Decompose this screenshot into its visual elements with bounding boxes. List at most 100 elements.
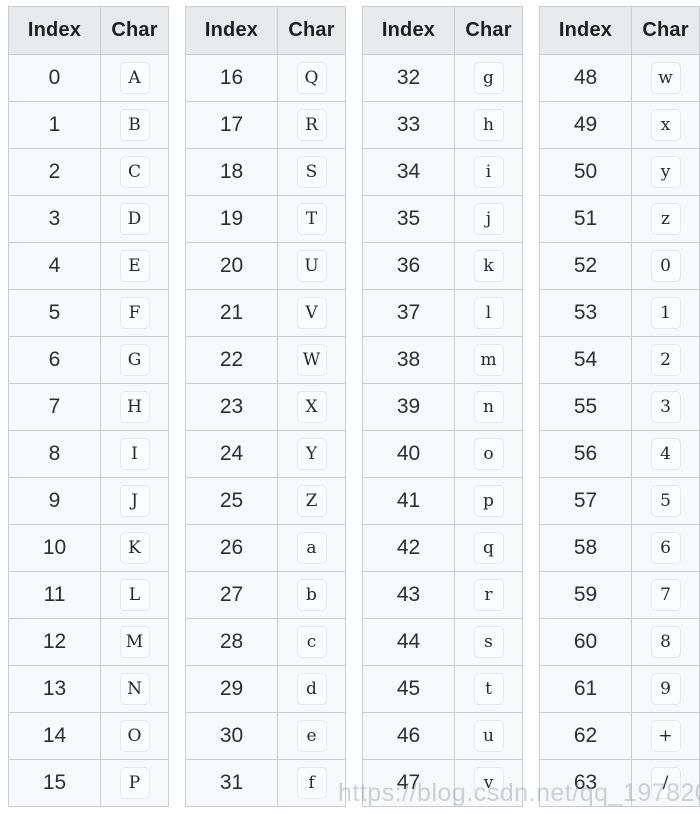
cell-char: U <box>277 242 346 290</box>
cell-char: a <box>277 524 346 572</box>
table-row: 54 2 <box>539 336 700 384</box>
cell-char: F <box>100 289 169 337</box>
cell-index: 46 <box>362 712 455 760</box>
cell-index: 14 <box>8 712 101 760</box>
cell-index: 47 <box>362 759 455 807</box>
table-row: 42 q <box>362 524 523 572</box>
cell-index: 57 <box>539 477 632 525</box>
table-row: 52 0 <box>539 242 700 290</box>
char-chip: T <box>296 203 327 235</box>
cell-index: 9 <box>8 477 101 525</box>
char-chip: i <box>473 156 504 188</box>
cell-char: B <box>100 101 169 149</box>
cell-index: 40 <box>362 430 455 478</box>
cell-char: o <box>454 430 523 478</box>
char-chip: R <box>296 109 327 141</box>
cell-char: K <box>100 524 169 572</box>
cell-index: 44 <box>362 618 455 666</box>
cell-index: 16 <box>185 54 278 102</box>
table-gap <box>169 6 185 7</box>
table-row: 17 R <box>185 101 346 149</box>
cell-char: V <box>277 289 346 337</box>
table-row: 59 7 <box>539 571 700 619</box>
cell-index: 31 <box>185 759 278 807</box>
cell-index: 29 <box>185 665 278 713</box>
table-row: 14 O <box>8 712 169 760</box>
char-chip: u <box>473 720 504 752</box>
cell-index: 24 <box>185 430 278 478</box>
char-chip: l <box>473 297 504 329</box>
table-row: 34 i <box>362 148 523 196</box>
table-row: 38 m <box>362 336 523 384</box>
char-chip: n <box>473 391 504 423</box>
char-chip: e <box>296 720 327 752</box>
char-chip: a <box>296 532 327 564</box>
cell-index: 12 <box>8 618 101 666</box>
cell-char: W <box>277 336 346 384</box>
char-chip: J <box>119 485 150 517</box>
cell-char: y <box>631 148 700 196</box>
cell-index: 0 <box>8 54 101 102</box>
cell-char: M <box>100 618 169 666</box>
char-chip: 0 <box>650 250 681 282</box>
cell-index: 41 <box>362 477 455 525</box>
cell-index: 11 <box>8 571 101 619</box>
cell-char: 0 <box>631 242 700 290</box>
cell-index: 4 <box>8 242 101 290</box>
table-row: 49 x <box>539 101 700 149</box>
table-row: 40 o <box>362 430 523 478</box>
cell-char: 8 <box>631 618 700 666</box>
char-chip: / <box>650 767 681 799</box>
char-chip: f <box>296 767 327 799</box>
cell-index: 20 <box>185 242 278 290</box>
cell-index: 10 <box>8 524 101 572</box>
cell-char: f <box>277 759 346 807</box>
char-chip: P <box>119 767 150 799</box>
char-chip: o <box>473 438 504 470</box>
cell-char: R <box>277 101 346 149</box>
char-chip: k <box>473 250 504 282</box>
char-chip: 9 <box>650 673 681 705</box>
table-header-row: Index Char <box>539 6 700 55</box>
cell-char: j <box>454 195 523 243</box>
cell-index: 28 <box>185 618 278 666</box>
char-chip: 2 <box>650 344 681 376</box>
char-chip: 4 <box>650 438 681 470</box>
table-row: 39 n <box>362 383 523 431</box>
cell-char: x <box>631 101 700 149</box>
base64-table-1: Index Char 0 A 1 B 2 C 3 D 4 E 5 F 6 G 7 H 8 I 9 J 10 K 11 L 12 M 13… <box>8 6 169 807</box>
table-row: 19 T <box>185 195 346 243</box>
table-row: 23 X <box>185 383 346 431</box>
cell-index: 55 <box>539 383 632 431</box>
char-chip: 7 <box>650 579 681 611</box>
table-row: 46 u <box>362 712 523 760</box>
char-chip: Y <box>296 438 327 470</box>
cell-char: k <box>454 242 523 290</box>
table-row: 55 3 <box>539 383 700 431</box>
char-chip: G <box>119 344 150 376</box>
table-row: 32 g <box>362 54 523 102</box>
char-chip: c <box>296 626 327 658</box>
cell-char: X <box>277 383 346 431</box>
column-header-index: Index <box>362 6 455 55</box>
table-gap <box>523 6 539 7</box>
char-chip: w <box>650 62 681 94</box>
cell-index: 38 <box>362 336 455 384</box>
cell-char: 1 <box>631 289 700 337</box>
table-row: 33 h <box>362 101 523 149</box>
base64-table-3: Index Char 32 g 33 h 34 i 35 j 36 k 37 l 38 m 39 n 40 o 41 p 4… <box>362 6 523 807</box>
cell-index: 32 <box>362 54 455 102</box>
table-header-row: Index Char <box>185 6 346 55</box>
cell-char: G <box>100 336 169 384</box>
cell-char: c <box>277 618 346 666</box>
char-chip: x <box>650 109 681 141</box>
cell-char: 7 <box>631 571 700 619</box>
cell-index: 5 <box>8 289 101 337</box>
cell-char: Y <box>277 430 346 478</box>
char-chip: v <box>473 767 504 799</box>
